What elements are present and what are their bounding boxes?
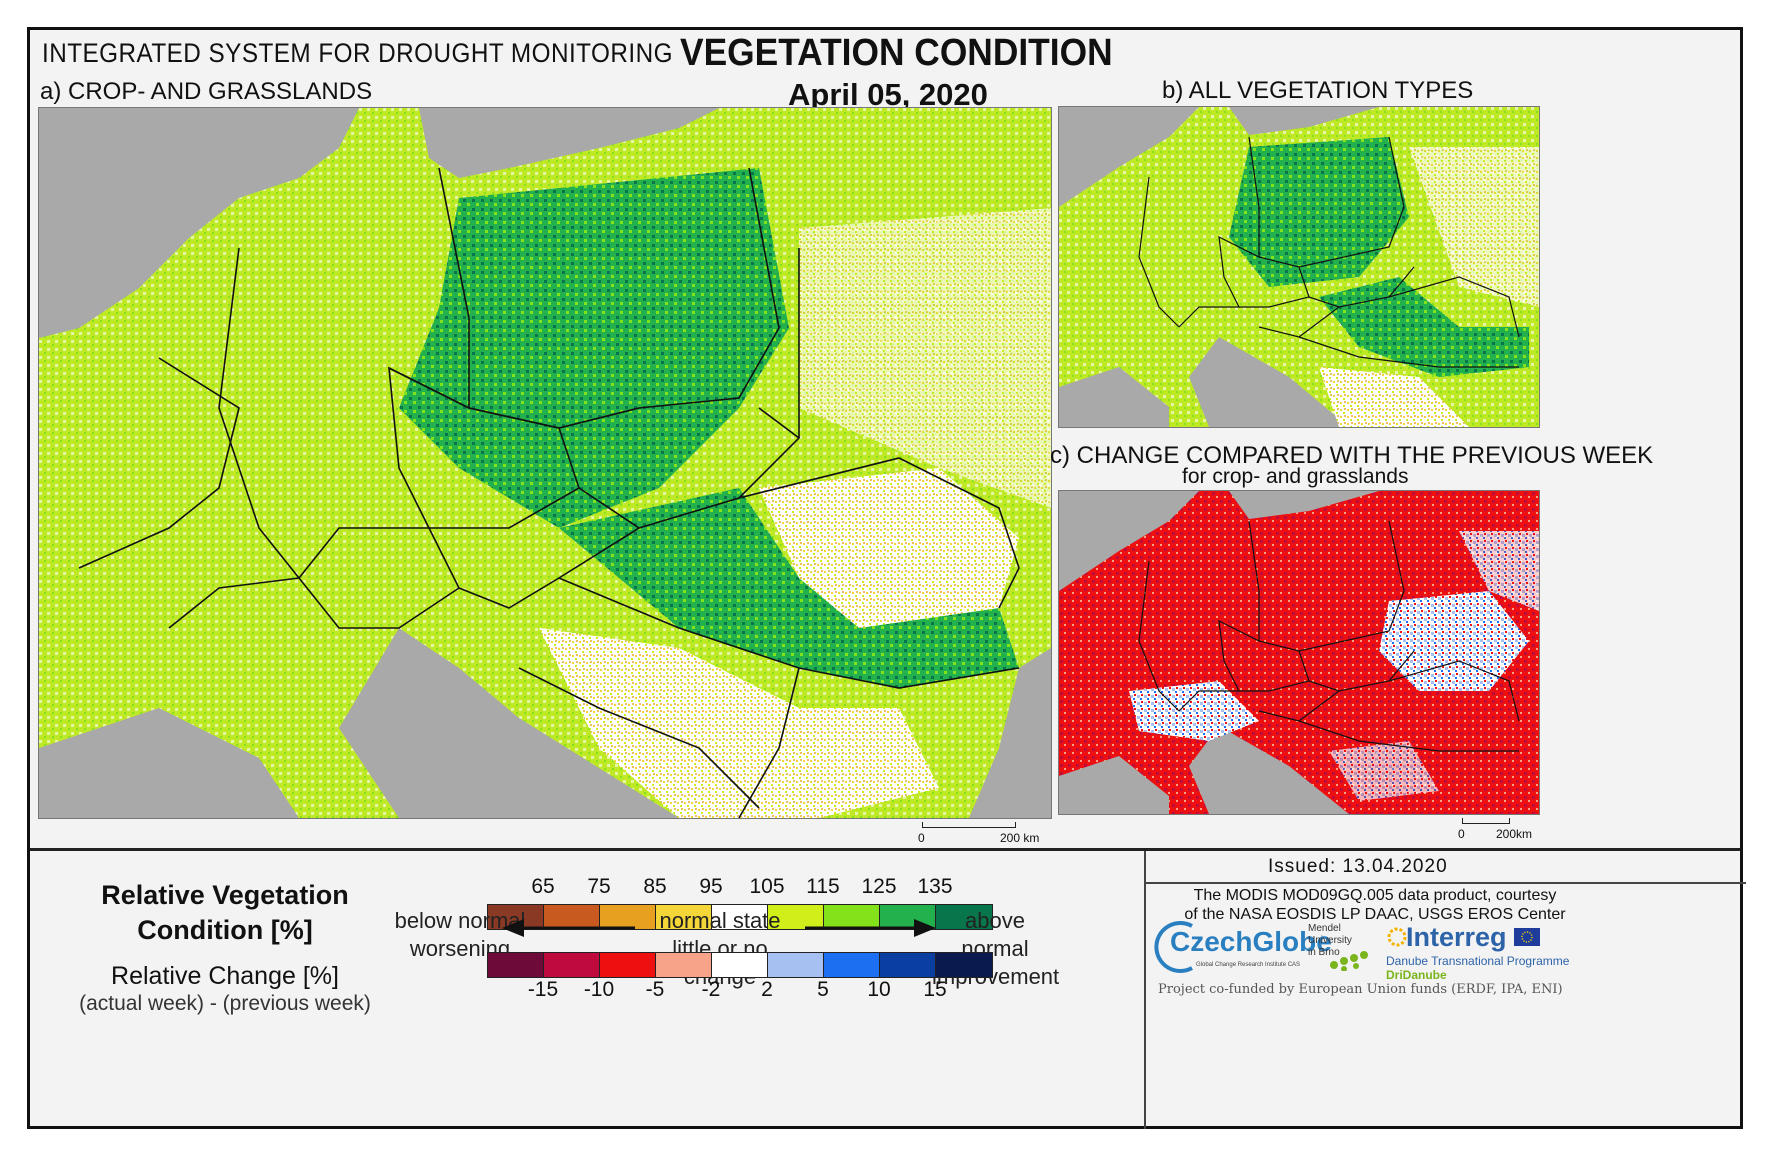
right-arrow-icon (805, 919, 936, 937)
condition-swatch (936, 905, 992, 929)
condition-swatch (656, 905, 712, 929)
change-tick-label: -15 (527, 978, 559, 1001)
legend-change-formula: (actual week) - (previous week) (79, 992, 371, 1015)
czechglobe-ring-icon (1154, 921, 1193, 973)
change-tick-label: 10 (867, 978, 891, 1001)
scalebar-c-distance: 200km (1496, 827, 1533, 841)
change-tick-label: -10 (583, 978, 615, 1001)
legend-title-line1: Relative Vegetation (101, 880, 349, 910)
condition-swatch (544, 905, 600, 929)
change-swatch (768, 953, 824, 977)
condition-swatch (712, 905, 768, 929)
system-title: INTEGRATED SYSTEM FOR DROUGHT MONITORING (42, 38, 673, 68)
change-swatch (880, 953, 936, 977)
change-tick-label: 2 (761, 978, 773, 1001)
mendel-university-logo: Mendel University in Brno (1308, 923, 1368, 971)
condition-tick-label: 85 (643, 875, 667, 898)
issued-date: Issued: 13.04.2020 (1268, 856, 1448, 877)
legend-divider (30, 848, 1740, 851)
legend-change-title: Relative Change [%] (111, 962, 339, 990)
eu-flag-icon (1514, 928, 1540, 946)
legend-title-line2: Condition [%] (137, 915, 313, 945)
condition-tick-label: 115 (806, 875, 840, 898)
map-date: April 05, 2020 (788, 77, 988, 112)
change-tick-label: 5 (817, 978, 829, 1001)
scalebar-a-distance: 200 km (1000, 831, 1040, 845)
main-title: VEGETATION CONDITION (680, 32, 1113, 74)
change-tick-label: -5 (645, 978, 665, 1001)
condition-tick-label: 135 (917, 875, 953, 898)
change-swatch (824, 953, 880, 977)
map-all-vegetation (1058, 106, 1540, 428)
scalebar-c: 0 200km (1458, 818, 1538, 848)
panel-b-label: b) ALL VEGETATION TYPES (1162, 77, 1474, 104)
map-b-svg (1059, 107, 1539, 427)
change-swatch (600, 953, 656, 977)
change-color-ramp (487, 952, 993, 978)
footer-divider (1144, 851, 1146, 1129)
map-c-svg (1059, 491, 1539, 814)
condition-tick-label: 75 (587, 875, 611, 898)
panel-c-sublabel: for crop- and grasslands (1182, 465, 1409, 488)
condition-tick-label: 105 (749, 875, 785, 898)
panel-c-label: c) CHANGE COMPARED WITH THE PREVIOUS WEE… (1050, 442, 1654, 469)
funding-note: Project co-funded by European Union fund… (1158, 982, 1563, 997)
condition-swatch (600, 905, 656, 929)
scalebar-c-zero: 0 (1458, 827, 1465, 841)
change-swatch (656, 953, 712, 977)
czechglobe-logo: CzechGlobe Global Change Research Instit… (1152, 920, 1332, 980)
interreg-star-icon (1387, 927, 1407, 947)
change-tick-label: 15 (923, 978, 947, 1001)
map-a-svg (39, 108, 1051, 818)
condition-color-ramp (487, 904, 993, 930)
interreg-logo: Interreg Danube Transnational Programme … (1386, 922, 1570, 982)
panel-a-label: a) CROP- AND GRASSLANDS (40, 78, 373, 105)
condition-swatch (768, 905, 824, 929)
figure-frame: INTEGRATED SYSTEM FOR DROUGHT MONITORING… (27, 27, 1746, 1129)
condition-tick-label: 65 (531, 875, 555, 898)
condition-tick-label: 95 (699, 875, 723, 898)
map-weekly-change (1058, 490, 1540, 815)
left-arrow-icon (502, 919, 635, 937)
map-crop-grasslands (38, 107, 1052, 819)
scalebar-a: 0 200 km (918, 822, 1048, 852)
scalebar-a-zero: 0 (918, 831, 925, 845)
condition-tick-label: 125 (861, 875, 897, 898)
mendel-dots-icon (1330, 951, 1368, 971)
change-swatch (712, 953, 768, 977)
change-swatch (544, 953, 600, 977)
condition-swatch (824, 905, 880, 929)
change-tick-label: -2 (701, 978, 721, 1001)
change-swatch (936, 953, 992, 977)
change-swatch (488, 953, 544, 977)
data-credit: The MODIS MOD09GQ.005 data product, cour… (1184, 887, 1566, 923)
